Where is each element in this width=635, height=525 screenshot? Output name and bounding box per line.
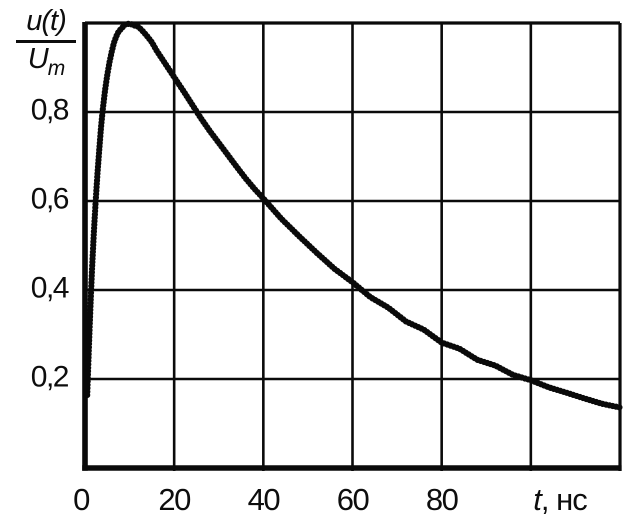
y-tick-label: 0,2 — [30, 360, 70, 394]
x-axis-label-unit: , нс — [540, 482, 588, 517]
y-axis-label-denominator: Um — [27, 42, 65, 80]
y-tick-label: 0,6 — [30, 182, 70, 216]
curve-dots — [84, 20, 624, 411]
x-axis-label: t, нс — [508, 482, 612, 518]
y-axis-label: u(t) Um — [15, 5, 77, 80]
x-axis-label-variable: t — [533, 482, 542, 517]
x-tick-label: 0 — [73, 482, 90, 517]
y-tick-label: 0,8 — [30, 93, 70, 127]
x-tick-label: 60 — [336, 482, 370, 517]
curve-series — [84, 20, 624, 411]
plot-border — [85, 21, 622, 471]
y-axis-label-numerator: u(t) — [26, 5, 66, 37]
grid-lines — [85, 23, 620, 471]
x-tick-label: 20 — [158, 482, 191, 517]
x-tick-label: 80 — [425, 482, 459, 517]
y-tick-label: 0,4 — [30, 271, 70, 305]
x-tick-label: 40 — [247, 482, 281, 517]
fraction-bar — [16, 39, 76, 43]
